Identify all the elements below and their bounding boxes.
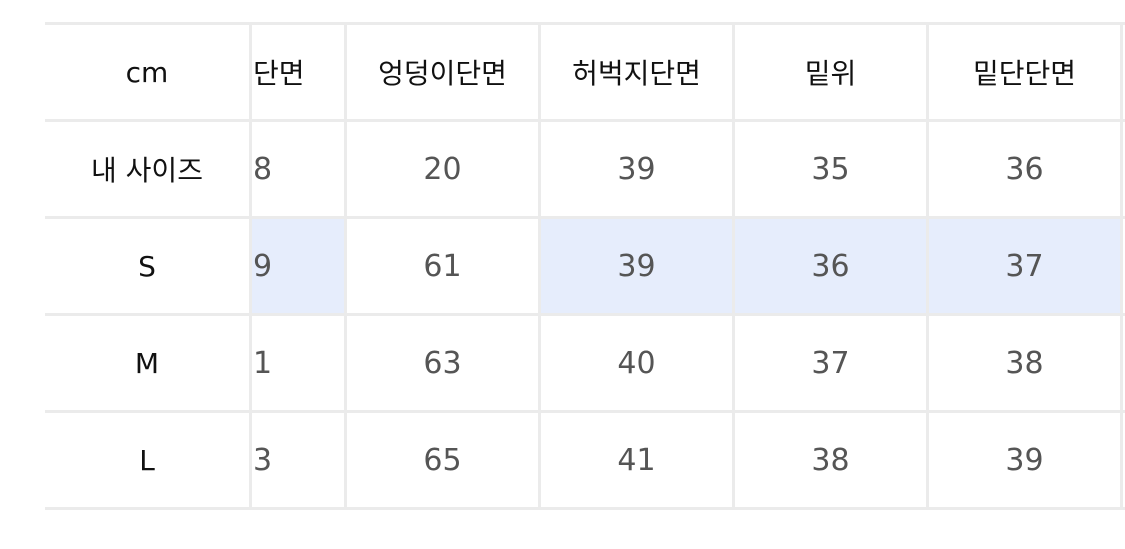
table-cell: 36 [929, 122, 1123, 216]
unit-header: cm [45, 25, 252, 119]
table-cell: 63 [347, 316, 541, 410]
header-row: cm 단면 엉덩이단면 허벅지단면 밑위 밑단단면 [45, 22, 1125, 119]
table-row: L 3 65 41 38 39 [45, 410, 1125, 510]
table-row: S 9 61 39 36 37 [45, 216, 1125, 313]
table-cell: 38 [735, 413, 929, 507]
table-cell: 40 [541, 316, 735, 410]
size-label: S [45, 219, 252, 313]
column-header: 허벅지단면 [541, 25, 735, 119]
column-header: 엉덩이단면 [347, 25, 541, 119]
column-header: 단면 [252, 25, 347, 119]
size-label: M [45, 316, 252, 410]
table-cell: 8 [252, 122, 347, 216]
table-cell: 37 [735, 316, 929, 410]
table-cell: 36 [735, 219, 929, 313]
column-header: 밑단단면 [929, 25, 1123, 119]
table-cell: 20 [347, 122, 541, 216]
table-cell: 37 [929, 219, 1123, 313]
table-cell: 41 [541, 413, 735, 507]
column-header: 밑위 [735, 25, 929, 119]
size-table[interactable]: cm 단면 엉덩이단면 허벅지단면 밑위 밑단단면 내 사이즈 8 20 39 35 36… [45, 22, 1125, 510]
table-cell: 61 [347, 219, 541, 313]
table-cell: 39 [929, 413, 1123, 507]
table-cell: 39 [541, 219, 735, 313]
table-cell: 35 [735, 122, 929, 216]
table-cell: 38 [929, 316, 1123, 410]
size-label: L [45, 413, 252, 507]
table-cell: 9 [252, 219, 347, 313]
table-row: M 1 63 40 37 38 [45, 313, 1125, 410]
table-cell: 3 [252, 413, 347, 507]
table-row: 내 사이즈 8 20 39 35 36 [45, 119, 1125, 216]
size-label: 내 사이즈 [45, 122, 252, 216]
table-cell: 1 [252, 316, 347, 410]
table-cell: 39 [541, 122, 735, 216]
table-cell: 65 [347, 413, 541, 507]
